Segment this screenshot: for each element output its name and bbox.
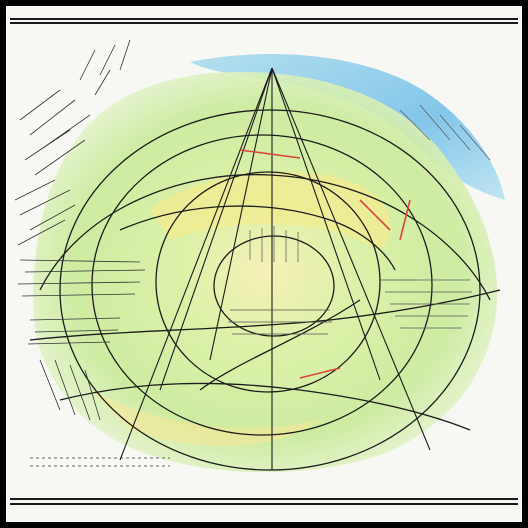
top-border-line-inner (10, 22, 518, 24)
contour-lines (29, 109, 501, 471)
hatching-left (14, 39, 146, 421)
radial-lines (119, 67, 431, 470)
water-region (190, 54, 505, 201)
bottom-border-line-inner (10, 503, 518, 505)
top-border-line (10, 18, 518, 20)
bottom-border-line (10, 498, 518, 500)
dashed-lines (30, 457, 170, 467)
red-accent-marks (239, 149, 411, 379)
highlight-band-lower (90, 390, 320, 447)
hatching-right (228, 104, 491, 335)
